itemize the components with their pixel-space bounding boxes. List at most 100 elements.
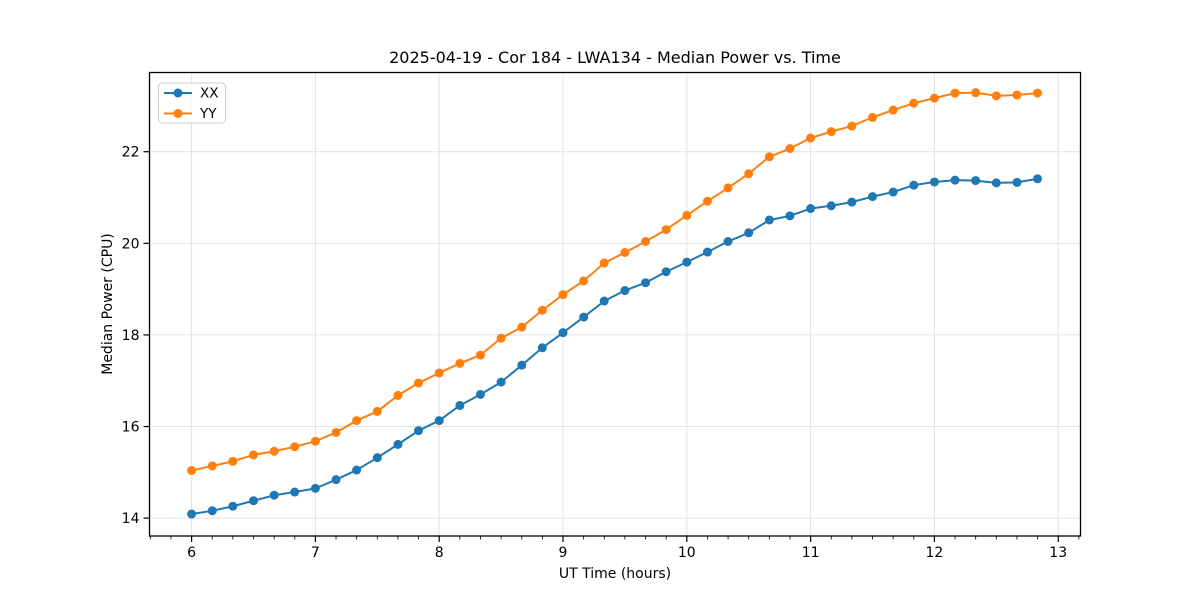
- series-XX-marker: [393, 439, 403, 449]
- x-tick-label-9: 9: [559, 545, 568, 561]
- series-XX-marker: [434, 416, 444, 426]
- series-XX-marker: [496, 377, 506, 387]
- series-YY-marker: [641, 237, 651, 247]
- series-YY-marker: [290, 442, 300, 452]
- series-XX-marker: [372, 453, 382, 463]
- series-YY-marker: [414, 378, 424, 388]
- series-YY-marker: [868, 112, 878, 122]
- series-YY-marker: [269, 446, 279, 456]
- plot-border: [148, 71, 1082, 537]
- series-YY-marker: [187, 466, 197, 476]
- series-XX-marker: [641, 278, 651, 288]
- series-XX-marker: [785, 211, 795, 221]
- series-XX-marker: [579, 312, 589, 322]
- series-YY-marker: [723, 183, 733, 193]
- series-XX-marker: [290, 487, 300, 497]
- series-XX-marker: [207, 506, 217, 516]
- x-axis-label: UT Time (hours): [559, 566, 671, 582]
- legend: XX YY: [158, 82, 226, 124]
- series-XX-marker: [764, 215, 774, 225]
- x-tick-label-13: 13: [1049, 545, 1067, 561]
- series-YY-marker: [950, 88, 960, 98]
- series-YY-marker: [661, 225, 671, 235]
- x-tick-label-10: 10: [678, 545, 696, 561]
- series-YY-marker: [682, 210, 692, 220]
- series-layer: [187, 88, 1043, 519]
- series-XX-marker: [868, 192, 878, 202]
- series-YY-marker: [806, 133, 816, 143]
- series-YY-marker: [537, 305, 547, 315]
- series-XX-marker: [888, 187, 898, 197]
- series-YY-marker: [352, 416, 362, 426]
- series-XX-marker: [517, 360, 527, 370]
- series-XX-marker: [228, 501, 238, 511]
- series-YY-marker: [764, 152, 774, 162]
- series-YY-marker: [744, 169, 754, 179]
- series-XX-marker: [661, 267, 671, 277]
- series-YY-marker: [331, 427, 341, 437]
- series-YY-marker: [558, 290, 568, 300]
- series-YY-marker: [1012, 90, 1022, 100]
- y-axis-label: Median Power (CPU): [100, 233, 116, 375]
- series-XX-marker: [455, 400, 465, 410]
- series-XX-marker: [971, 176, 981, 186]
- series-YY-marker: [228, 456, 238, 466]
- series-YY-marker: [455, 358, 465, 368]
- series-XX-marker: [723, 237, 733, 247]
- legend-sample-marker-XX: [173, 88, 183, 98]
- series-YY-marker: [393, 390, 403, 400]
- series-YY-marker: [248, 450, 258, 460]
- series-YY-marker: [517, 322, 527, 332]
- series-XX-marker: [269, 490, 279, 500]
- series-YY-marker: [909, 98, 919, 108]
- series-XX-marker: [702, 247, 712, 257]
- series-YY-line: [191, 91, 1038, 472]
- series-XX-marker: [475, 389, 485, 399]
- series-XX-marker: [599, 296, 609, 306]
- x-tick-label-8: 8: [435, 545, 444, 561]
- x-tick-label-11: 11: [802, 545, 820, 561]
- legend-item-label-XX: XX: [200, 86, 219, 102]
- series-XX-marker: [744, 228, 754, 238]
- series-YY-marker: [579, 276, 589, 286]
- series-YY-marker: [207, 461, 217, 471]
- series-YY-marker: [372, 406, 382, 416]
- series-YY-marker: [888, 105, 898, 115]
- series-XX-marker: [1033, 174, 1043, 184]
- series-XX-marker: [558, 328, 568, 338]
- series-XX-marker: [950, 175, 960, 185]
- y-tick-label-16: 16: [122, 420, 140, 436]
- series-YY-marker: [310, 436, 320, 446]
- series-YY-marker: [785, 144, 795, 154]
- y-tick-label-20: 20: [122, 236, 140, 252]
- series-XX-marker: [248, 496, 258, 506]
- series-XX-marker: [1012, 177, 1022, 187]
- series-XX-marker: [331, 475, 341, 485]
- series-XX-marker: [806, 204, 816, 214]
- x-tick-label-12: 12: [925, 545, 943, 561]
- series-XX-marker: [414, 426, 424, 436]
- series-YY-marker: [702, 196, 712, 206]
- series-YY-marker: [929, 93, 939, 103]
- y-tick-label-22: 22: [122, 145, 140, 161]
- series-YY-marker: [826, 127, 836, 137]
- legend-item-label-YY: YY: [199, 106, 217, 122]
- series-YY-marker: [496, 333, 506, 343]
- tick-layer: 6 7 8 9 10 11 12 13 14 16 18 20 22: [122, 145, 1080, 561]
- series-YY-marker: [847, 121, 857, 131]
- series-XX-marker: [847, 197, 857, 207]
- grid-layer: [149, 72, 1081, 536]
- series-XX-marker: [310, 483, 320, 493]
- series-XX-marker: [682, 257, 692, 267]
- series-XX-marker: [991, 178, 1001, 188]
- series-XX-marker: [909, 180, 919, 190]
- series-XX-marker: [929, 177, 939, 187]
- series-YY-marker: [434, 368, 444, 378]
- chart-title: 2025-04-19 - Cor 184 - LWA134 - Median P…: [389, 48, 841, 67]
- legend-sample-marker-YY: [173, 109, 183, 118]
- series-XX-line: [191, 177, 1038, 516]
- x-tick-label-6: 6: [187, 545, 196, 561]
- x-tick-label-7: 7: [311, 545, 320, 561]
